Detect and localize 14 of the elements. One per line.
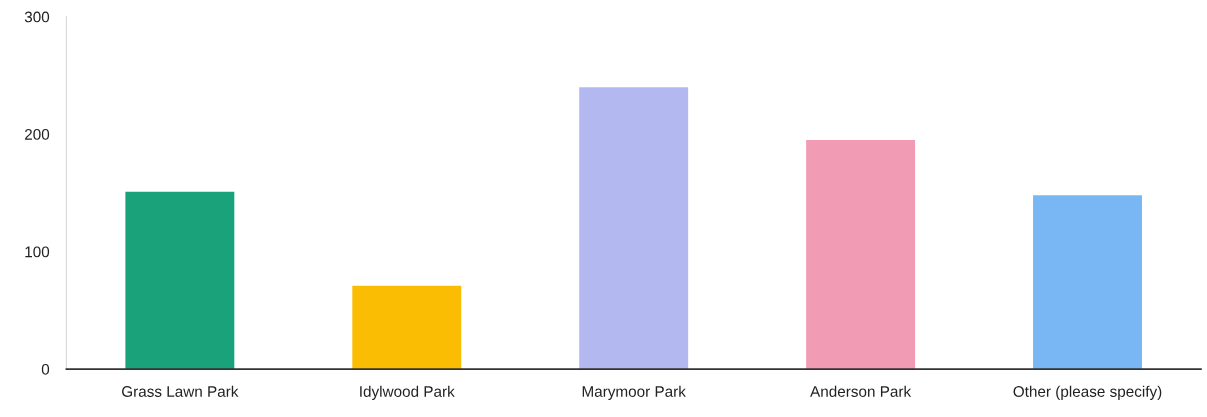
bar	[352, 285, 462, 370]
y-tick-label: 300	[24, 11, 50, 23]
bar	[1033, 195, 1142, 370]
bar	[125, 191, 235, 370]
y-tick-label: 100	[25, 246, 50, 258]
x-tick-label: Grass Lawn Park	[122, 385, 239, 397]
x-tick-label: Anderson Park	[810, 385, 912, 397]
y-tick-label: 200	[25, 129, 50, 140]
bar	[579, 87, 689, 370]
x-tick-label: Idylwood Park	[360, 385, 455, 400]
x-tick-label: Other (please specify)	[1013, 385, 1162, 400]
bar	[806, 140, 916, 370]
y-tick-label: 0	[41, 363, 50, 375]
x-tick-label: Marymoor Park	[582, 385, 686, 400]
